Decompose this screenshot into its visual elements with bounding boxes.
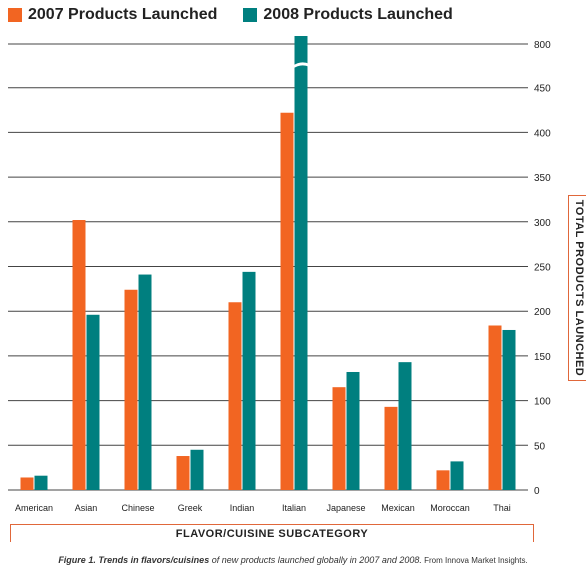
x-tick-label: American — [15, 503, 53, 513]
bar — [190, 449, 204, 490]
figure-caption: Figure 1. Trends in flavors/cuisines of … — [0, 555, 586, 565]
legend-swatch-2008 — [243, 8, 258, 22]
x-tick-label: Mexican — [381, 503, 415, 513]
x-tick-label: Japanese — [326, 503, 365, 513]
x-axis-title: FLAVOR/CUISINE SUBCATEGORY — [10, 524, 534, 542]
y-tick-label: 400 — [534, 128, 551, 139]
x-tick-label: Indian — [230, 503, 255, 513]
bar — [450, 461, 464, 490]
caption-text: of new products launched globally in 200… — [209, 555, 422, 565]
y-tick-label: 350 — [534, 173, 551, 184]
x-tick-label: Italian — [282, 503, 306, 513]
legend: 2007 Products Launched 2008 Products Lau… — [8, 4, 479, 26]
bar — [176, 456, 190, 490]
bar — [228, 302, 242, 490]
bar — [138, 274, 152, 490]
bar — [398, 362, 412, 490]
y-tick-label: 450 — [534, 84, 551, 95]
bar — [488, 325, 502, 490]
legend-swatch-2007 — [8, 8, 22, 22]
y-tick-label: 0 — [534, 486, 540, 497]
x-tick-label: Thai — [493, 503, 511, 513]
bar — [20, 477, 34, 490]
y-axis-title: TOTAL PRODUCTS LAUNCHED — [573, 199, 585, 377]
bar — [34, 475, 48, 490]
y-tick-label: 150 — [534, 352, 551, 363]
x-tick-label: Chinese — [121, 503, 154, 513]
caption-bold: Figure 1. Trends in flavors/cuisines — [58, 555, 210, 565]
y-tick-label: 800 — [534, 40, 551, 51]
y-axis-label-bracket — [568, 195, 586, 381]
legend-item-2008: 2008 Products Launched — [243, 6, 453, 24]
x-tick-label: Moroccan — [430, 503, 470, 513]
bar — [384, 406, 398, 490]
bar — [86, 314, 100, 490]
bar — [72, 220, 86, 490]
y-tick-label: 100 — [534, 397, 551, 408]
legend-label-2007: 2007 Products Launched — [28, 6, 218, 23]
bar — [502, 329, 516, 490]
bar — [294, 36, 308, 490]
y-tick-label: 250 — [534, 263, 551, 274]
x-tick-label: Asian — [75, 503, 98, 513]
bar — [124, 289, 138, 490]
y-tick-label: 50 — [534, 441, 546, 452]
y-tick-label: 200 — [534, 307, 551, 318]
bar — [436, 470, 450, 490]
bar — [242, 271, 256, 490]
bar — [280, 112, 294, 491]
bar — [346, 371, 360, 490]
bar — [332, 387, 346, 490]
caption-source: From Innova Market Insights. — [421, 556, 528, 565]
x-tick-label: Greek — [178, 503, 203, 513]
legend-item-2007: 2007 Products Launched — [8, 6, 217, 24]
legend-label-2008: 2008 Products Launched — [263, 6, 453, 23]
y-tick-label: 300 — [534, 218, 551, 229]
axis-break-mark — [292, 62, 310, 69]
